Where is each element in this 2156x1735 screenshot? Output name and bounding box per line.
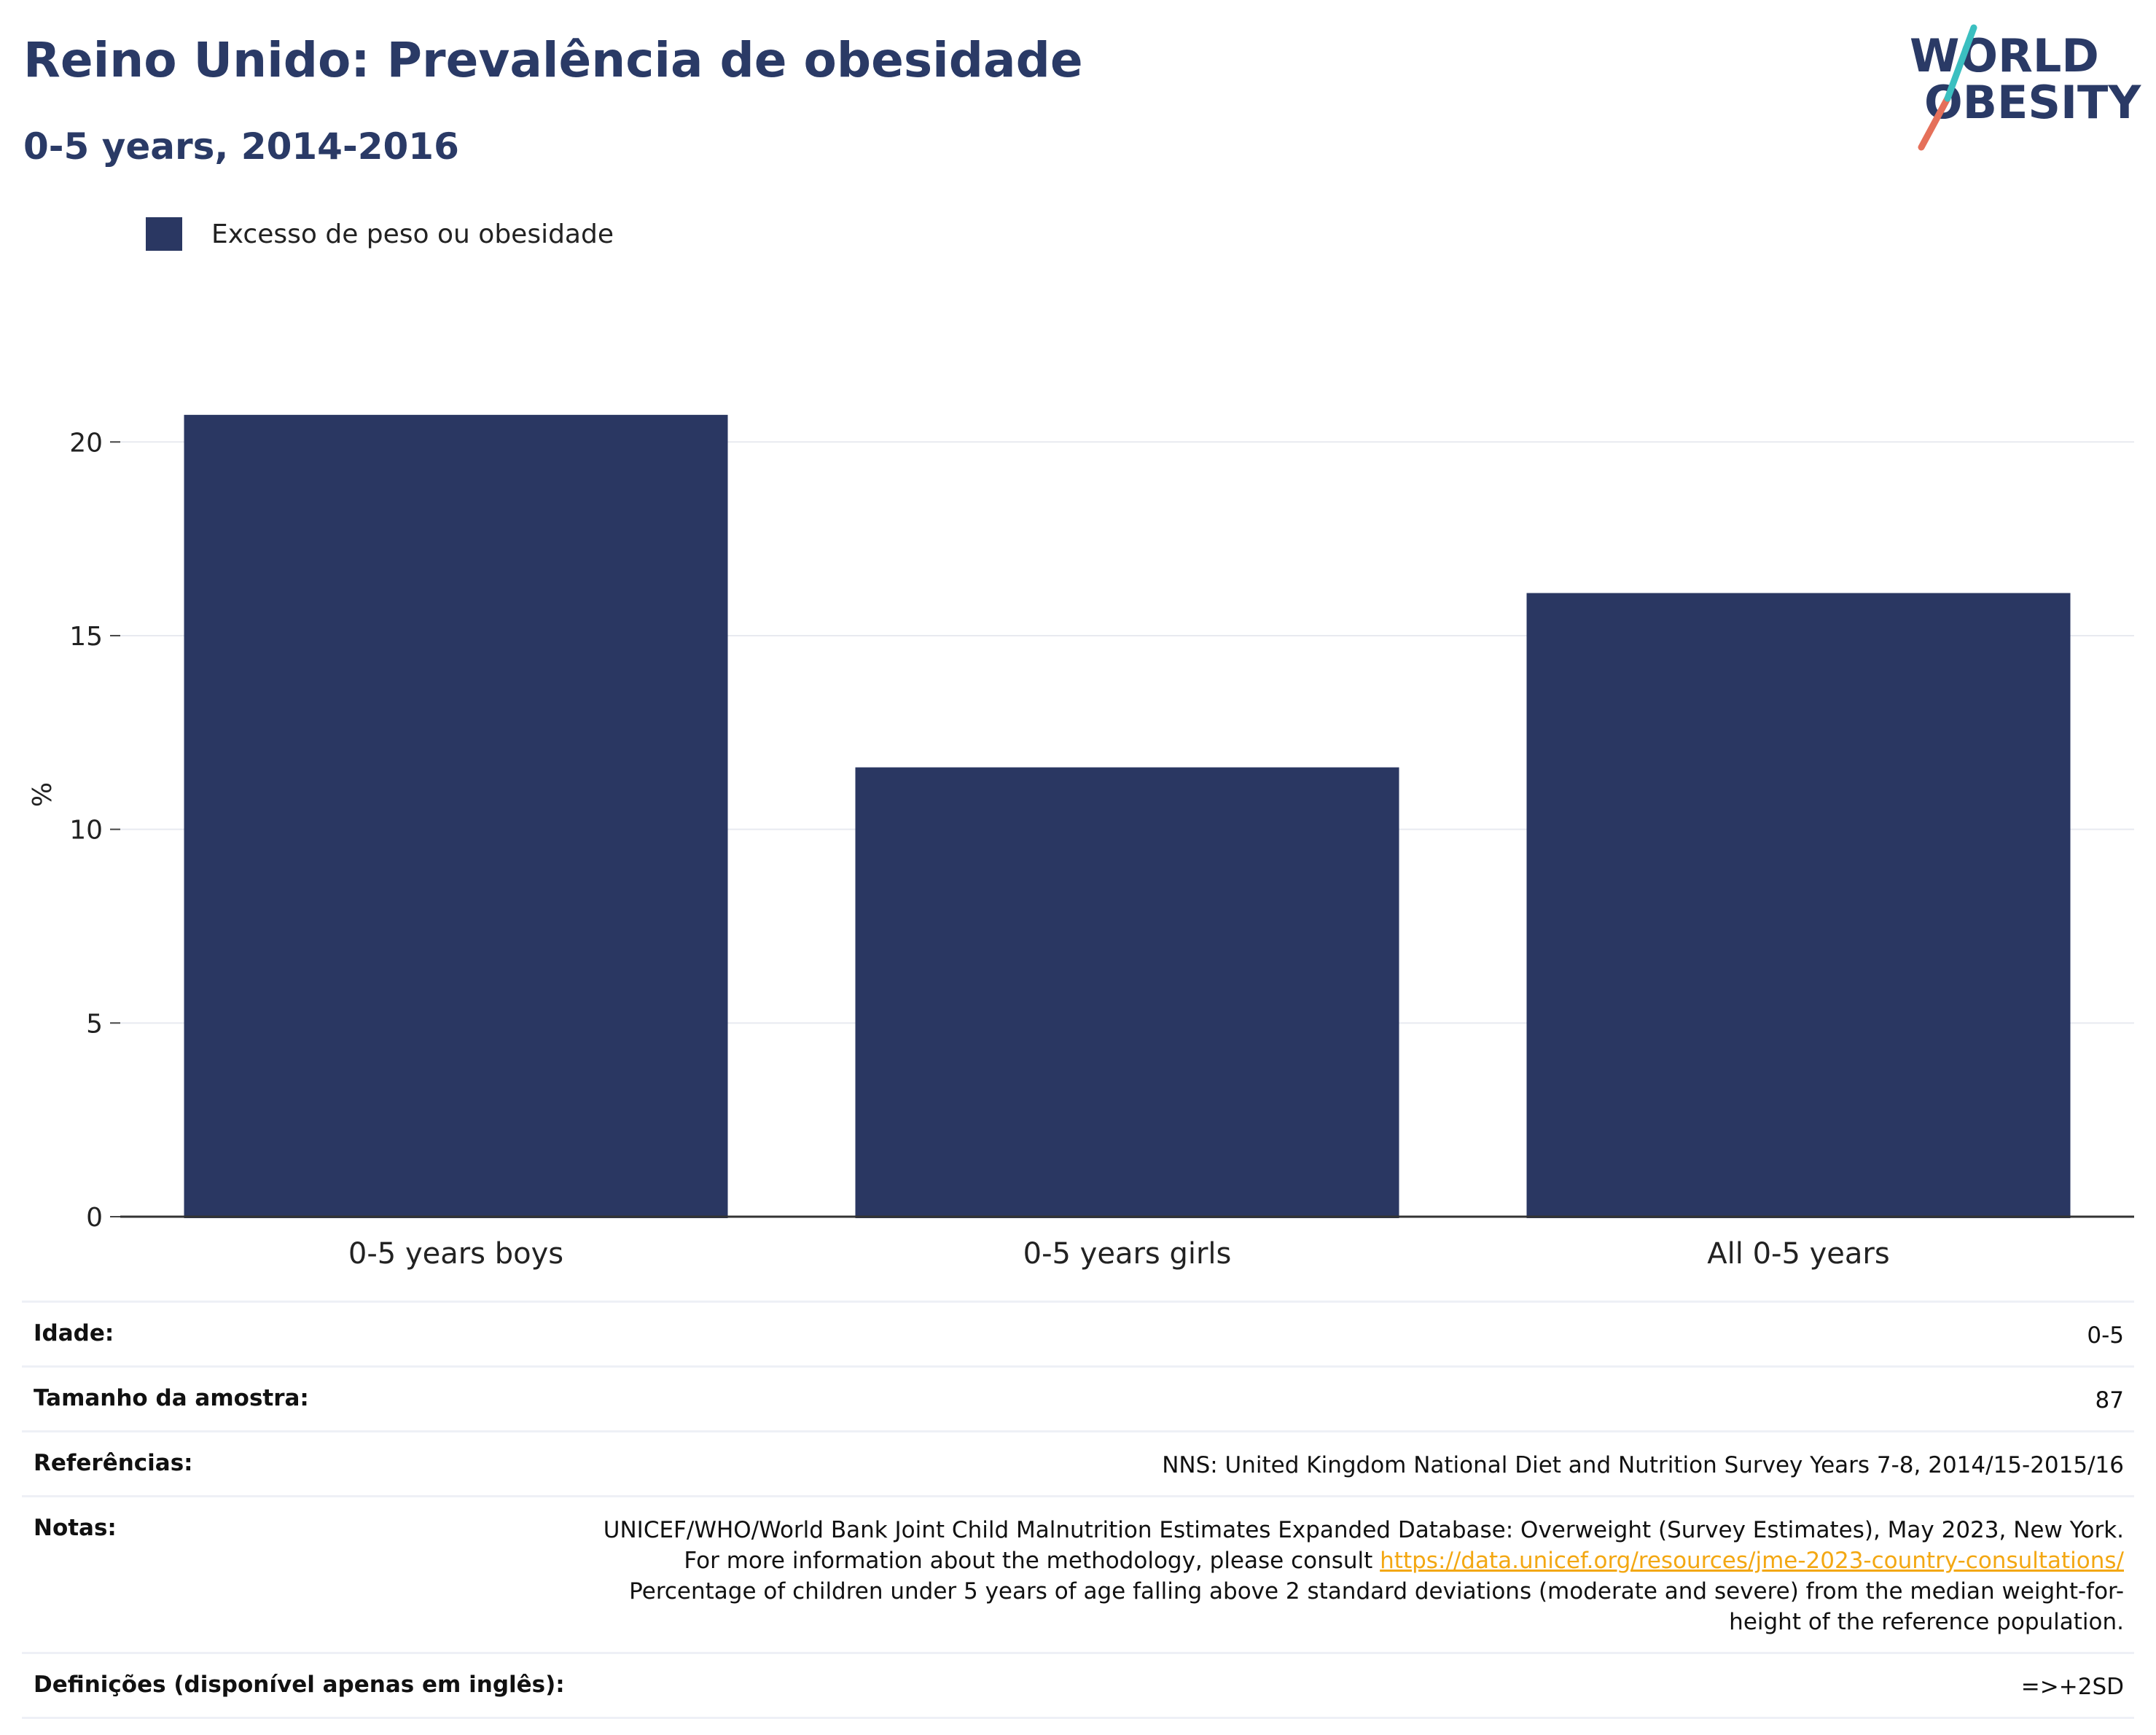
info-row-definitions: Definições (disponível apenas em inglês)…	[22, 1652, 2134, 1719]
x-tick-label: 0-5 years girls	[1023, 1237, 1232, 1271]
bar[interactable]	[1526, 593, 2071, 1218]
x-tick-label: All 0-5 years	[1707, 1237, 1889, 1271]
bar[interactable]	[184, 415, 728, 1218]
info-label: Referências:	[34, 1450, 193, 1476]
info-label: Idade:	[34, 1320, 114, 1346]
bar-chart: 0 5 10 15 20 0-5 years boys 0-5 years girls All…	[28, 415, 2134, 1271]
info-label: Tamanho da amostra:	[34, 1385, 309, 1411]
info-label: Notas:	[34, 1515, 117, 1541]
info-label: Definições (disponível apenas em inglês)…	[34, 1672, 565, 1698]
chart-subtitle: 0-5 years, 2014-2016	[23, 125, 459, 168]
y-axis-label: %	[28, 782, 58, 807]
y-tick-label: 5	[86, 1009, 103, 1039]
info-row-notes: Notas: UNICEF/WHO/World Bank Joint Child…	[22, 1495, 2134, 1652]
info-row-sample-size: Tamanho da amostra: 87	[22, 1365, 2134, 1430]
notes-text: UNICEF/WHO/World Bank Joint Child Malnut…	[601, 1515, 2124, 1637]
y-tick-label: 15	[69, 622, 103, 652]
info-value: 87	[2095, 1387, 2124, 1414]
legend[interactable]: Excesso de peso ou obesidade	[146, 217, 614, 251]
y-tick-label: 10	[69, 816, 103, 846]
logo-line1: WORLD	[1910, 29, 2099, 82]
methodology-link[interactable]: https://data.unicef.org/resources/jme-20…	[1380, 1548, 2124, 1574]
logo-line2: OBESITY	[1924, 76, 2141, 129]
axes: 0 5 10 15 20 0-5 years boys 0-5 years girls All…	[69, 428, 2134, 1271]
world-obesity-logo[interactable]: WORLD OBESITY	[1895, 22, 2143, 153]
info-value: =>+2SD	[2020, 1674, 2124, 1700]
legend-label: Excesso de peso ou obesidade	[211, 219, 614, 249]
info-table: Idade: 0-5 Tamanho da amostra: 87 Referê…	[22, 1301, 2134, 1719]
world-obesity-logo-icon: WORLD OBESITY	[1910, 24, 2141, 151]
notes-text-after: Percentage of children under 5 years of …	[629, 1578, 2124, 1635]
info-value: NNS: United Kingdom National Diet and Nu…	[1162, 1452, 2124, 1478]
legend-swatch	[146, 217, 182, 251]
info-row-age: Idade: 0-5	[22, 1301, 2134, 1365]
x-tick-label: 0-5 years boys	[348, 1237, 563, 1271]
chart-title: Reino Unido: Prevalência de obesidade	[23, 32, 1083, 88]
info-row-references: Referências: NNS: United Kingdom Nationa…	[22, 1430, 2134, 1495]
bars	[184, 415, 2071, 1218]
y-tick-label: 20	[69, 428, 103, 458]
y-tick-label: 0	[86, 1203, 103, 1233]
bar[interactable]	[855, 767, 1399, 1218]
info-value: 0-5	[2087, 1322, 2124, 1349]
notes-text-before: UNICEF/WHO/World Bank Joint Child Malnut…	[603, 1517, 2124, 1574]
